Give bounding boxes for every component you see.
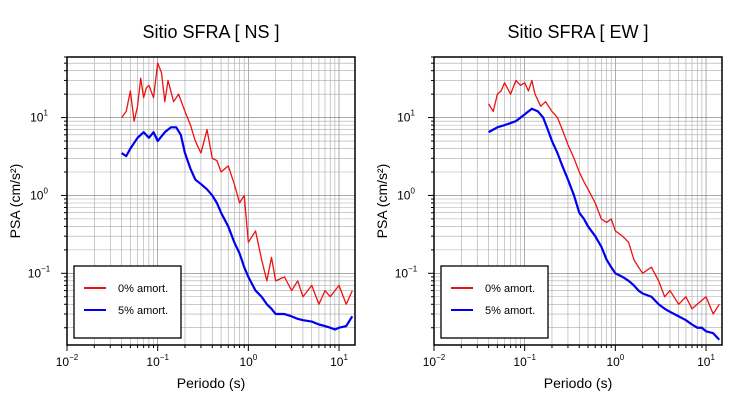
x-tick-label: 100: [606, 353, 624, 369]
x-tick-label: 10−2: [56, 353, 79, 369]
legend-label: 5% amort.: [118, 305, 168, 317]
legend-label: 0% amort.: [485, 283, 535, 295]
x-tick-label: 10−2: [423, 353, 446, 369]
x-tick-label: 10−1: [513, 353, 536, 369]
y-tick-label: 10−1: [395, 264, 418, 280]
legend: 0% amort. 5% amort.: [73, 265, 182, 339]
legend-label: 5% amort.: [485, 305, 535, 317]
plot-frame: [433, 56, 723, 346]
x-tick-label: 101: [330, 353, 348, 369]
series-line-amort-0: [488, 79, 720, 315]
y-axis-label: PSA (cm/s²): [7, 164, 23, 239]
x-axis-label: Periodo (s): [544, 375, 612, 391]
x-tick-label: 100: [239, 353, 257, 369]
y-tick-label: 101: [30, 109, 48, 125]
chart-title: Sitio SFRA [ EW ]: [507, 22, 648, 42]
y-tick-label: 101: [397, 109, 415, 125]
chart-title: Sitio SFRA [ NS ]: [142, 22, 279, 42]
y-tick-label: 100: [30, 186, 48, 202]
y-axis-label: PSA (cm/s²): [374, 164, 390, 239]
y-tick-label: 100: [397, 186, 415, 202]
legend-box: [440, 265, 549, 339]
series-line-amort-5: [120, 126, 354, 331]
y-tick-label: 10−1: [28, 264, 51, 280]
legend-box: [73, 265, 182, 339]
chart-ns: Sitio SFRA [ NS ] 10−2 10−1 100 101 10−1 100 10…: [7, 22, 356, 391]
series-line-amort-5: [488, 107, 721, 341]
x-axis-label: Periodo (s): [177, 375, 245, 391]
plot-frame: [66, 56, 356, 346]
series-line-amort-0: [121, 62, 353, 305]
legend: 0% amort. 5% amort.: [440, 265, 549, 339]
legend-label: 0% amort.: [118, 283, 168, 295]
x-tick-label: 101: [697, 353, 715, 369]
chart-ew: Sitio SFRA [ EW ] 10−2 10−1 100 101 10−1 100 10…: [374, 22, 723, 391]
x-tick-label: 10−1: [146, 353, 169, 369]
